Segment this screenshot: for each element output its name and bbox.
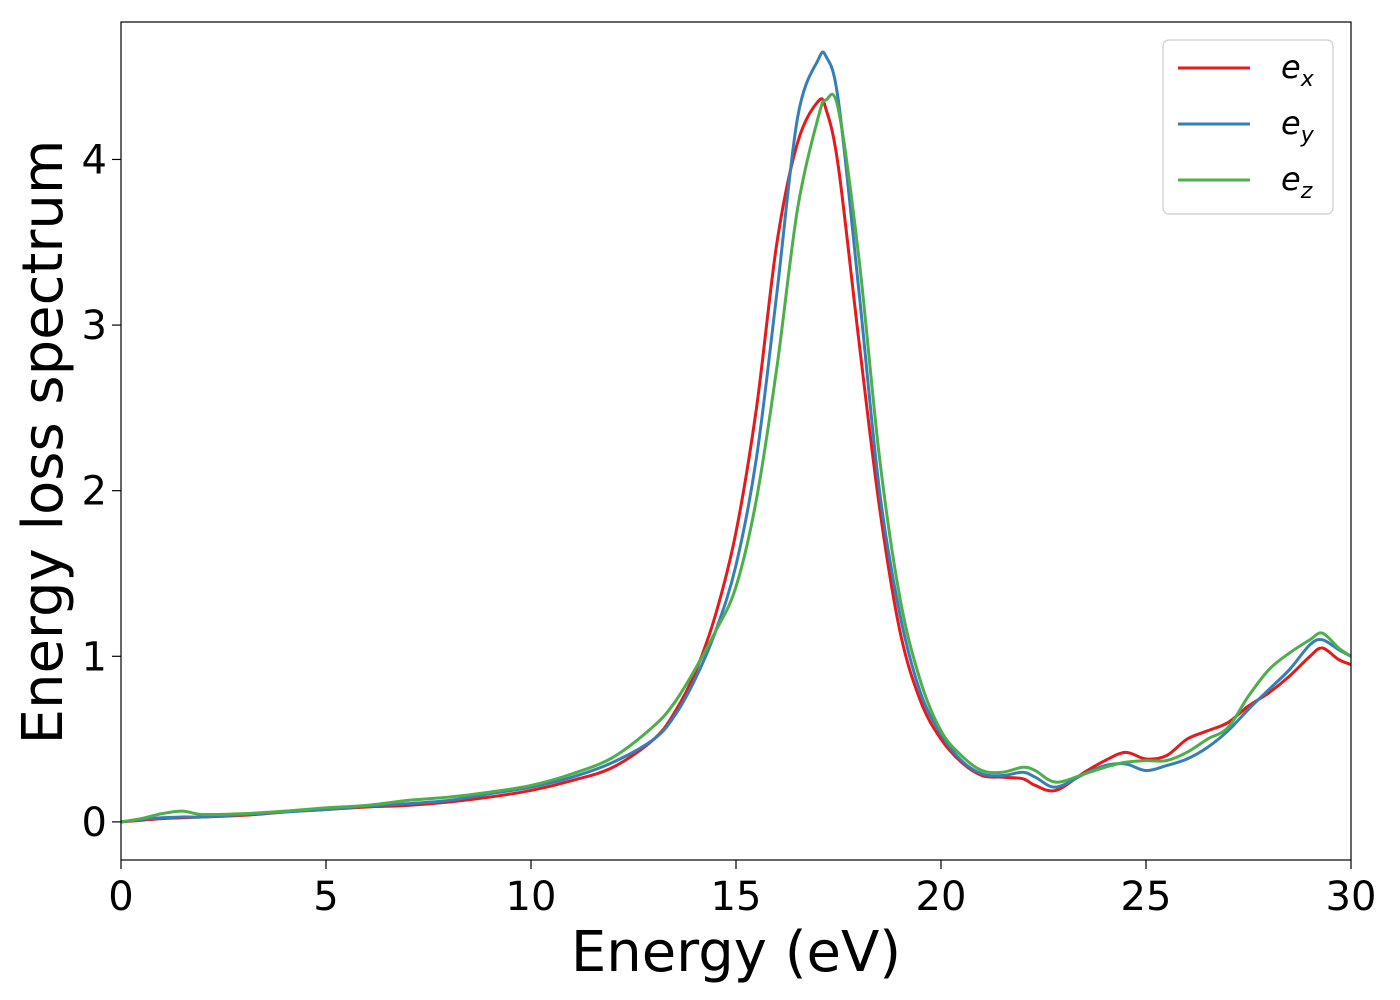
y-axis-ticks: 0 1 2 3 4 <box>82 137 121 846</box>
series-line-e-z <box>121 92 1351 824</box>
x-tick-label: 30 <box>1326 874 1377 920</box>
x-tick-label: 20 <box>916 874 967 920</box>
x-tick-label: 10 <box>506 874 557 920</box>
y-tick-label: 0 <box>82 800 107 846</box>
x-axis-title: Energy (eV) <box>571 920 901 985</box>
y-axis-title: Energy loss spectrum <box>11 140 76 745</box>
legend-label-e-y: ey <box>1281 104 1315 148</box>
x-tick-label: 5 <box>313 874 338 920</box>
y-tick-label: 4 <box>82 137 107 183</box>
x-tick-label: 25 <box>1121 874 1172 920</box>
legend-label-e-x: ex <box>1281 48 1315 92</box>
y-tick-label: 2 <box>82 469 107 515</box>
y-tick-label: 1 <box>82 634 107 680</box>
y-tick-label: 3 <box>82 303 107 349</box>
series-lines <box>121 50 1351 824</box>
x-tick-label: 15 <box>711 874 762 920</box>
x-tick-label: 0 <box>108 874 133 920</box>
x-axis-ticks: 0 5 10 15 20 25 30 <box>108 860 1376 920</box>
series-line-e-x <box>121 97 1351 824</box>
legend-box <box>1162 39 1334 215</box>
